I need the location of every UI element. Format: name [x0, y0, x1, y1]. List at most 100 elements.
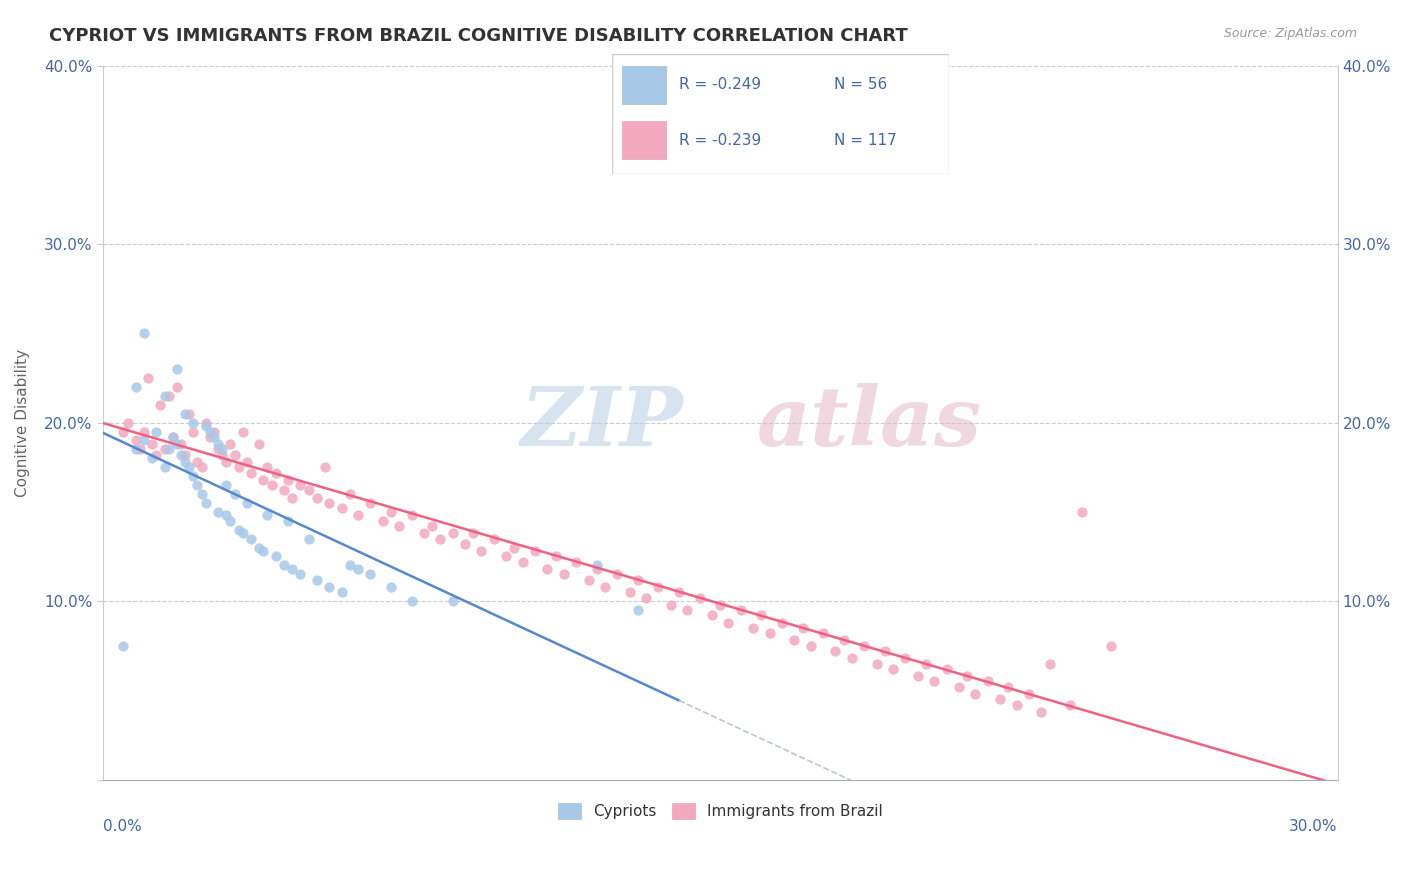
Point — [1071, 505, 1094, 519]
Point — [132, 425, 155, 439]
Point — [166, 380, 188, 394]
Point — [1031, 705, 1053, 719]
Point — [198, 425, 221, 439]
Point — [194, 496, 217, 510]
Point — [179, 407, 201, 421]
Point — [256, 460, 278, 475]
Text: R = -0.239: R = -0.239 — [679, 133, 761, 148]
Point — [132, 434, 155, 448]
Point — [290, 478, 312, 492]
Point — [922, 674, 945, 689]
Point — [463, 526, 485, 541]
Point — [824, 644, 846, 658]
Text: 0.0%: 0.0% — [103, 819, 142, 834]
Point — [330, 501, 353, 516]
Point — [190, 460, 212, 475]
Point — [412, 526, 434, 541]
Point — [676, 603, 699, 617]
Point — [585, 558, 607, 573]
Point — [186, 455, 208, 469]
Point — [125, 380, 148, 394]
Point — [636, 591, 658, 605]
Point — [112, 425, 135, 439]
Text: CYPRIOT VS IMMIGRANTS FROM BRAZIL COGNITIVE DISABILITY CORRELATION CHART: CYPRIOT VS IMMIGRANTS FROM BRAZIL COGNIT… — [49, 27, 908, 45]
Point — [305, 491, 328, 505]
Text: ZIP: ZIP — [520, 383, 683, 463]
Point — [988, 692, 1011, 706]
Point — [219, 437, 242, 451]
Point — [380, 580, 402, 594]
Point — [162, 430, 184, 444]
Point — [273, 483, 295, 498]
Point — [318, 496, 340, 510]
Point — [553, 567, 575, 582]
Point — [700, 608, 723, 623]
Point — [730, 603, 752, 617]
Point — [170, 437, 193, 451]
Point — [956, 669, 979, 683]
Point — [717, 615, 740, 630]
Point — [948, 680, 970, 694]
Point — [935, 662, 957, 676]
Point — [198, 430, 221, 444]
Point — [224, 487, 246, 501]
Point — [627, 603, 650, 617]
Point — [593, 580, 616, 594]
Point — [647, 580, 669, 594]
Point — [215, 478, 238, 492]
Point — [232, 425, 254, 439]
Point — [429, 532, 451, 546]
Text: R = -0.249: R = -0.249 — [679, 78, 761, 93]
FancyBboxPatch shape — [612, 54, 949, 174]
Point — [1099, 639, 1122, 653]
Point — [1038, 657, 1060, 671]
Point — [207, 505, 229, 519]
Text: 30.0%: 30.0% — [1289, 819, 1337, 834]
Point — [536, 562, 558, 576]
Point — [174, 407, 197, 421]
Point — [277, 514, 299, 528]
Point — [202, 430, 225, 444]
Point — [264, 549, 287, 564]
Point — [190, 487, 212, 501]
Point — [865, 657, 887, 671]
Point — [125, 434, 148, 448]
Point — [627, 573, 650, 587]
Point — [297, 532, 319, 546]
Point — [1018, 687, 1040, 701]
Point — [420, 519, 443, 533]
Point — [388, 519, 411, 533]
Point — [339, 558, 361, 573]
Point — [811, 626, 834, 640]
Point — [965, 687, 987, 701]
Point — [149, 398, 172, 412]
Point — [141, 437, 163, 451]
Point — [125, 442, 148, 457]
Point — [153, 389, 176, 403]
Point — [1005, 698, 1028, 712]
Point — [659, 598, 682, 612]
Point — [314, 460, 336, 475]
Point — [359, 567, 381, 582]
Text: Source: ZipAtlas.com: Source: ZipAtlas.com — [1223, 27, 1357, 40]
Point — [157, 442, 180, 457]
Point — [277, 473, 299, 487]
Point — [224, 448, 246, 462]
Point — [401, 508, 423, 523]
Point — [240, 532, 263, 546]
Point — [792, 621, 814, 635]
FancyBboxPatch shape — [621, 66, 665, 104]
Point — [512, 555, 534, 569]
Point — [145, 448, 167, 462]
Point — [544, 549, 567, 564]
Text: N = 117: N = 117 — [834, 133, 897, 148]
Point — [117, 416, 139, 430]
Point — [256, 508, 278, 523]
Point — [832, 633, 855, 648]
Point — [565, 555, 588, 569]
Point — [709, 598, 731, 612]
Point — [112, 639, 135, 653]
Point — [495, 549, 517, 564]
Text: atlas: atlas — [758, 383, 983, 463]
Point — [742, 621, 765, 635]
